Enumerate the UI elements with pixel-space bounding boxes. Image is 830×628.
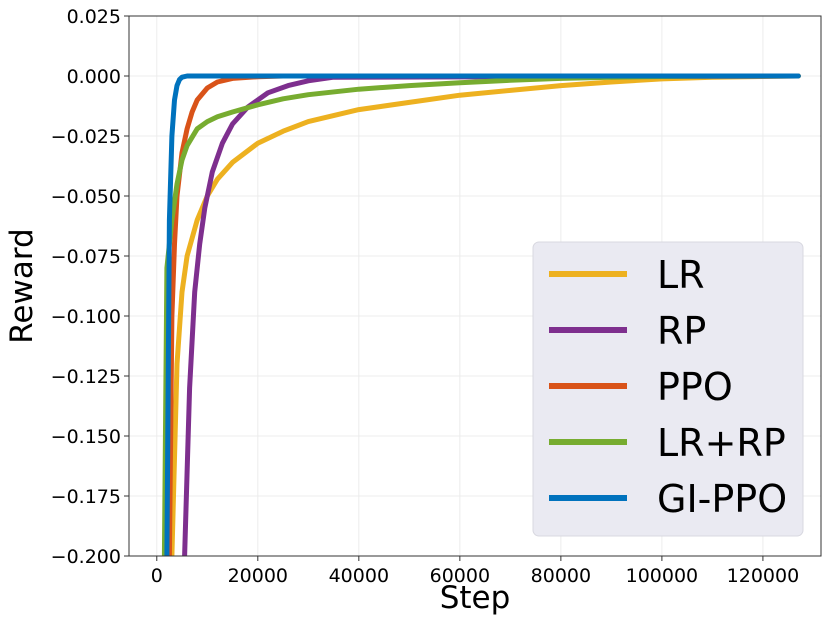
y-tick-label: −0.025 bbox=[51, 126, 121, 148]
y-tick-label: −0.125 bbox=[51, 366, 121, 388]
plot-frame bbox=[128, 15, 822, 557]
y-tick-label: −0.050 bbox=[51, 186, 121, 208]
legend-label-rp: RP bbox=[657, 309, 706, 353]
y-axis-label: Reward bbox=[4, 228, 40, 343]
x-tick-label: 100000 bbox=[626, 565, 699, 587]
y-tick-label: −0.100 bbox=[51, 306, 121, 328]
x-axis-label: Step bbox=[440, 580, 511, 616]
x-tick-label: 60000 bbox=[430, 565, 490, 587]
legend: LR RP PPO LR+RP GI-PPO bbox=[532, 241, 804, 537]
y-tick-label: −0.150 bbox=[51, 426, 121, 448]
y-tick-label: −0.175 bbox=[51, 486, 121, 508]
x-tick-label: 80000 bbox=[531, 565, 591, 587]
series-layer bbox=[161, 73, 801, 556]
x-axis-ticks: 0 20000 40000 60000 80000 100000 120000 bbox=[151, 556, 799, 587]
y-tick-label: −0.200 bbox=[51, 546, 121, 568]
y-tick-label: −0.075 bbox=[51, 246, 121, 268]
y-axis-ticks: 0.025 0.000 −0.025 −0.050 −0.075 −0.100 −0.125… bbox=[51, 6, 129, 568]
legend-label-gi-ppo: GI-PPO bbox=[657, 477, 787, 521]
series-line-lr bbox=[169, 73, 801, 556]
x-tick-label: 120000 bbox=[727, 565, 800, 587]
y-tick-label: 0.000 bbox=[67, 66, 121, 88]
series-line-gi-ppo bbox=[164, 73, 801, 556]
legend-label-lr: LR bbox=[657, 253, 705, 297]
x-tick-label: 20000 bbox=[228, 565, 288, 587]
series-line-rp bbox=[182, 73, 801, 556]
y-tick-label: 0.025 bbox=[67, 6, 121, 28]
legend-label-lr-rp: LR+RP bbox=[657, 421, 786, 465]
legend-box bbox=[532, 241, 804, 537]
x-tick-label: 40000 bbox=[329, 565, 389, 587]
x-tick-label: 0 bbox=[151, 565, 163, 587]
legend-label-ppo: PPO bbox=[657, 365, 733, 409]
